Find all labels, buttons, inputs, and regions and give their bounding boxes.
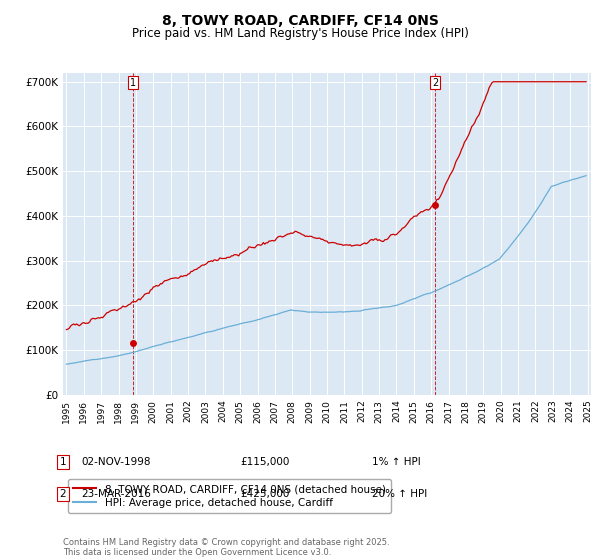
Text: 20% ↑ HPI: 20% ↑ HPI xyxy=(372,489,427,499)
Text: 8, TOWY ROAD, CARDIFF, CF14 0NS: 8, TOWY ROAD, CARDIFF, CF14 0NS xyxy=(161,14,439,28)
Text: 2: 2 xyxy=(59,489,67,499)
Text: 1% ↑ HPI: 1% ↑ HPI xyxy=(372,457,421,467)
Text: 1: 1 xyxy=(59,457,67,467)
Text: £425,000: £425,000 xyxy=(240,489,289,499)
Legend: 8, TOWY ROAD, CARDIFF, CF14 0NS (detached house), HPI: Average price, detached h: 8, TOWY ROAD, CARDIFF, CF14 0NS (detache… xyxy=(68,479,391,514)
Text: 1: 1 xyxy=(130,78,136,87)
Text: Contains HM Land Registry data © Crown copyright and database right 2025.
This d: Contains HM Land Registry data © Crown c… xyxy=(63,538,389,557)
Text: 2: 2 xyxy=(432,78,439,87)
Text: £115,000: £115,000 xyxy=(240,457,289,467)
Text: Price paid vs. HM Land Registry's House Price Index (HPI): Price paid vs. HM Land Registry's House … xyxy=(131,27,469,40)
Text: 23-MAR-2016: 23-MAR-2016 xyxy=(81,489,151,499)
Text: 02-NOV-1998: 02-NOV-1998 xyxy=(81,457,151,467)
